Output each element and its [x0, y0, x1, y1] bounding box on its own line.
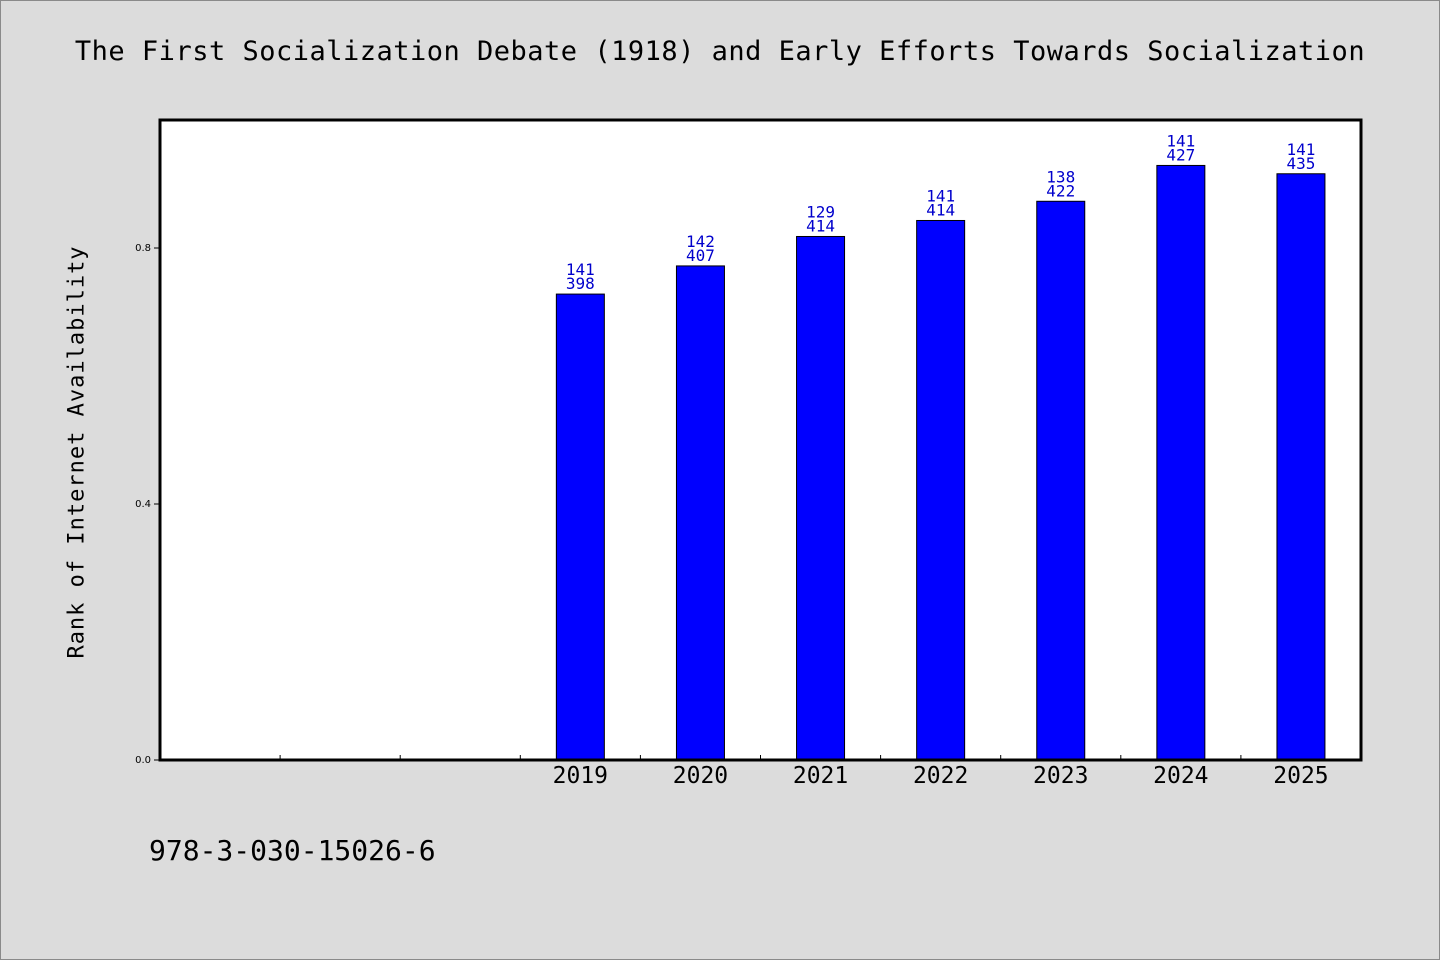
chart-marks: 0.00.40.81413982019142407202012941420211…	[135, 118, 1363, 789]
bar-2025	[1276, 173, 1326, 761]
bar-label-bottom: 435	[1286, 154, 1315, 173]
bar-label-bottom: 398	[566, 274, 595, 293]
bar-2020	[675, 265, 725, 761]
bar-label-bottom: 414	[926, 200, 955, 219]
y-tick-label: 0.4	[135, 499, 151, 510]
y-tick-label: 0.8	[135, 243, 151, 254]
bar-label-top: 142	[686, 232, 715, 251]
x-tick-label: 2024	[1153, 763, 1208, 789]
bar-2024	[1156, 164, 1206, 761]
chart-title: The First Socialization Debate (1918) an…	[74, 36, 1366, 67]
bar-label-top: 141	[1286, 140, 1315, 159]
x-tick-label: 2021	[793, 763, 848, 789]
bar-2023	[1036, 200, 1086, 761]
bar-2019	[555, 293, 605, 761]
bar-2021	[796, 235, 846, 761]
x-tick-label: 2025	[1273, 763, 1328, 789]
bar-label-bottom: 427	[1166, 145, 1195, 164]
x-tick-label: 2023	[1033, 763, 1088, 789]
x-tick-label: 2020	[673, 763, 728, 789]
bar-label-top: 141	[566, 260, 595, 279]
x-tick-label: 2019	[553, 763, 608, 789]
bar-label-top: 129	[806, 202, 835, 221]
bar-label-bottom: 414	[806, 216, 835, 235]
bar-label-top: 141	[926, 186, 955, 205]
bar-label-bottom: 407	[686, 246, 715, 265]
bar-label-top: 141	[1166, 131, 1195, 150]
x-tick-label: 2022	[913, 763, 968, 789]
bar-2022	[916, 219, 966, 761]
plot-border	[158, 118, 1363, 762]
isbn-text: 978-3-030-15026-6	[149, 834, 436, 867]
bar-label-bottom: 422	[1046, 181, 1075, 200]
y-tick-label: 0.0	[135, 755, 151, 766]
bar-label-top: 138	[1046, 167, 1075, 186]
